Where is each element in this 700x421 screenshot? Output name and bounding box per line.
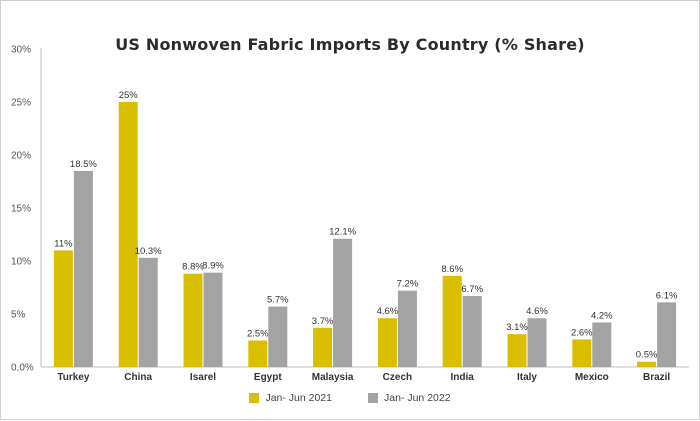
bar-2021 [118, 102, 138, 367]
x-tick-label: China [124, 372, 152, 383]
bar-2021 [377, 318, 397, 367]
y-tick-label: 5% [11, 310, 26, 321]
data-label: 6.7% [461, 284, 483, 295]
data-label: 7.2% [397, 279, 419, 290]
legend: Jan- Jun 2021 Jan- Jun 2022 [1, 392, 699, 404]
data-label: 4.6% [526, 306, 548, 317]
x-tick-label: Italy [517, 372, 537, 383]
y-tick-label: 0.0% [11, 363, 34, 374]
x-tick-label: Brazil [643, 372, 670, 383]
y-tick-label: 10% [11, 257, 31, 268]
x-tick-label: Czech [383, 372, 412, 383]
data-label: 3.7% [312, 316, 334, 327]
data-label: 8.8% [182, 262, 204, 273]
bar-2022 [138, 257, 158, 367]
data-label: 2.6% [571, 327, 593, 338]
data-label: 5.7% [267, 295, 289, 306]
x-tick-label: Mexico [575, 372, 609, 383]
data-label: 6.1% [656, 290, 678, 301]
legend-item-2022: Jan- Jun 2022 [368, 392, 451, 404]
data-label: 4.6% [377, 306, 399, 317]
x-tick-label: Isarel [190, 372, 216, 383]
legend-label-2021: Jan- Jun 2021 [265, 392, 332, 404]
data-label: 10.3% [135, 246, 162, 257]
bar-2022 [592, 322, 612, 367]
bar-2021 [248, 340, 268, 367]
bar-2022 [333, 238, 353, 367]
x-tick-label: Turkey [57, 372, 89, 383]
data-label: 25% [119, 90, 139, 101]
legend-swatch-2022 [368, 393, 378, 403]
bar-2021 [507, 334, 527, 367]
bar-2021 [637, 361, 657, 367]
y-tick-label: 30% [11, 45, 31, 56]
data-label: 12.1% [329, 227, 356, 238]
y-tick-label: 20% [11, 151, 31, 162]
data-label: 3.1% [506, 322, 528, 333]
x-tick-label: Malaysia [312, 372, 354, 383]
data-label: 4.2% [591, 310, 613, 321]
chart-title: US Nonwoven Fabric Imports By Country (%… [115, 35, 585, 54]
bar-2021 [572, 339, 592, 367]
bar-2022 [203, 272, 223, 367]
legend-swatch-2021 [249, 393, 260, 403]
data-label: 0.5% [636, 350, 658, 361]
legend-label-2022: Jan- Jun 2022 [384, 392, 451, 404]
bar-2022 [527, 318, 547, 367]
data-label: 18.5% [70, 159, 97, 170]
bar-2021 [53, 250, 73, 367]
bar-2021 [442, 275, 462, 367]
data-label: 8.9% [202, 261, 224, 272]
bar-2022 [73, 170, 93, 367]
y-tick-label: 25% [11, 98, 31, 109]
data-label: 11% [54, 238, 73, 249]
bar-2022 [657, 302, 677, 367]
bar-2022 [462, 295, 482, 367]
legend-item-2021: Jan- Jun 2021 [249, 392, 332, 404]
x-tick-label: India [451, 372, 475, 383]
bar-2022 [268, 306, 288, 367]
data-label: 8.6% [441, 264, 463, 275]
bar-2021 [183, 273, 203, 367]
bar-2022 [397, 290, 417, 367]
bar-2021 [313, 327, 333, 367]
y-tick-label: 15% [11, 204, 31, 215]
x-tick-label: Egypt [254, 372, 282, 383]
data-label: 2.5% [247, 329, 269, 340]
